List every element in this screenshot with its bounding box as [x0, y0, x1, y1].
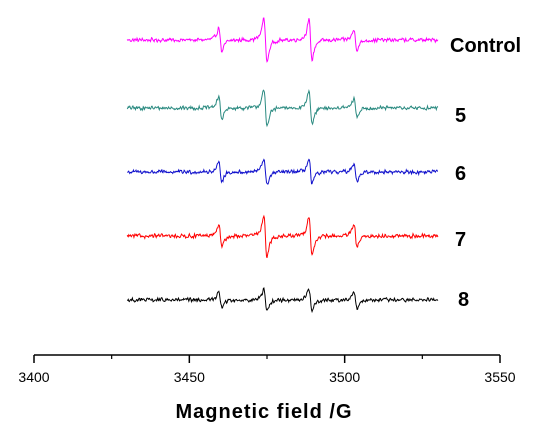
series-line-8 [126, 287, 439, 314]
series-label-8: 8 [458, 289, 469, 311]
series-line-7 [126, 214, 439, 259]
series-label-5: 5 [455, 105, 466, 127]
series-label-6: 6 [455, 163, 466, 185]
x-tick-label-3500: 3500 [329, 369, 360, 385]
series-label-control: Control [450, 35, 521, 57]
x-axis: 3400 3450 3500 3550 [18, 354, 516, 385]
x-tick-label-3450: 3450 [174, 369, 205, 385]
series-label-7: 7 [455, 229, 466, 251]
trace-labels-group: Control 5 6 7 8 [450, 35, 521, 311]
x-tick-label-3400: 3400 [18, 369, 49, 385]
series-line-control [126, 17, 439, 63]
traces-group [126, 17, 439, 314]
series-line-5 [126, 88, 439, 128]
series-line-6 [127, 158, 439, 185]
x-tick-label-3550: 3550 [484, 369, 515, 385]
x-axis-title: Magnetic field /G [175, 401, 352, 423]
